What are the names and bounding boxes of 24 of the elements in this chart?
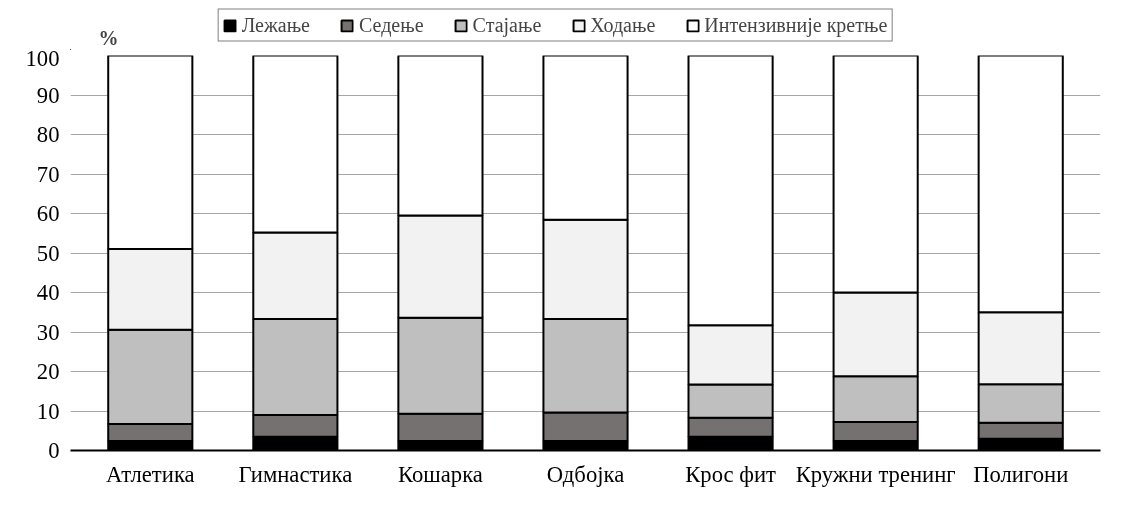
legend-label: Стајање <box>472 13 542 37</box>
legend-label: Интензивније кретње <box>704 13 888 37</box>
x-tick-label: Кружни тренинг <box>795 461 956 487</box>
x-tick-label: Полигони <box>973 461 1069 487</box>
x-tick-label: Одбојка <box>546 461 625 487</box>
y-tick-label: 0 <box>48 438 60 463</box>
y-tick-label: 40 <box>36 280 60 305</box>
y-tick-label: 50 <box>36 240 60 266</box>
x-tick-label: Крос фит <box>685 461 777 487</box>
x-tick-label: Кошарка <box>398 461 483 487</box>
y-tick-label: 80 <box>36 122 60 147</box>
y-tick-label: 90 <box>36 82 60 108</box>
y-tick-label: 30 <box>36 319 60 345</box>
y-axis-title: % <box>98 26 119 49</box>
y-tick-label: 60 <box>36 201 60 226</box>
y-tick-label: 100 <box>25 45 60 71</box>
y-tick-label: 10 <box>36 398 60 424</box>
legend-label: Ходање <box>590 13 656 37</box>
y-tick-label: 70 <box>36 161 60 187</box>
legend-label: Седење <box>358 13 424 37</box>
x-tick-label: Гимнастика <box>238 461 353 487</box>
x-tick-label: Атлетика <box>105 461 195 487</box>
legend-label: Лежање <box>241 13 310 37</box>
y-tick-label: 20 <box>36 359 60 384</box>
